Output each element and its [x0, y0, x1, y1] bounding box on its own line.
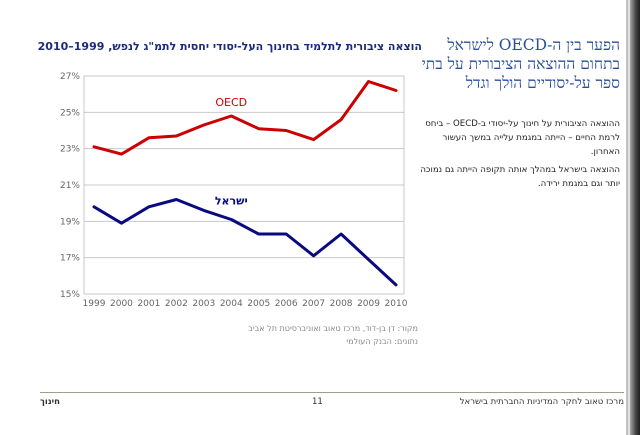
x-tick-label: 2000: [110, 299, 133, 309]
chart-title: הוצאה ציבורית לתלמיד בחינוך העל-יסודי יח…: [37, 40, 422, 53]
y-tick-label: 19%: [60, 217, 80, 227]
footer-section-label: חינוך: [40, 397, 61, 407]
paragraph-oecd: ההוצאה הציבורית על חינוך על-יסודי ב-OECD…: [425, 119, 620, 157]
x-tick-label: 2002: [165, 299, 188, 309]
x-tick-label: 1999: [83, 299, 106, 309]
x-tick-label: 2007: [302, 299, 325, 309]
y-tick-label: 15%: [60, 290, 80, 300]
footer-divider: [40, 392, 624, 393]
page-heading: הפער בין ה-OECD לישראל בתחום ההוצאה הציב…: [421, 36, 620, 92]
source-line: מקור: דן בן-דוד, מרכז טאוב ואוניברסיטת ת…: [248, 324, 418, 333]
y-tick-label: 17%: [60, 254, 80, 264]
y-tick-label: 25%: [60, 108, 80, 118]
line-chart: 15% 17% 19% 21% 23% 25% 27% 1999 2000 2001 2002 200…: [60, 72, 408, 309]
x-tick-label: 2004: [220, 299, 243, 309]
x-tick-label: 2005: [247, 299, 270, 309]
footer-organization: מרכז טאוב לחקר המדיניות החברתית בישראל: [459, 397, 624, 407]
data-source-line: נתונים: הבנק העולמי: [346, 337, 418, 346]
paragraph-israel: ההוצאה בישראל במהלך אותה תקופה הייתה גם …: [420, 165, 620, 189]
series-line-oecd: [92, 80, 398, 156]
page-number: 11: [312, 397, 323, 407]
y-tick-label: 21%: [60, 181, 80, 191]
x-tick-label: 2003: [192, 299, 215, 309]
series-label-oecd: OECD: [215, 96, 247, 109]
x-tick-label: 2006: [275, 299, 298, 309]
y-tick-label: 27%: [60, 72, 80, 82]
y-tick-label: 23%: [60, 145, 80, 155]
x-tick-label: 2008: [330, 299, 353, 309]
x-tick-label: 2001: [137, 299, 160, 309]
x-tick-label: 2009: [357, 299, 380, 309]
x-tick-label: 2010: [385, 299, 408, 309]
series-label-israel: ישראל: [215, 194, 248, 207]
page-edge-shadow: [626, 0, 640, 435]
series-line-israel: [92, 198, 398, 287]
